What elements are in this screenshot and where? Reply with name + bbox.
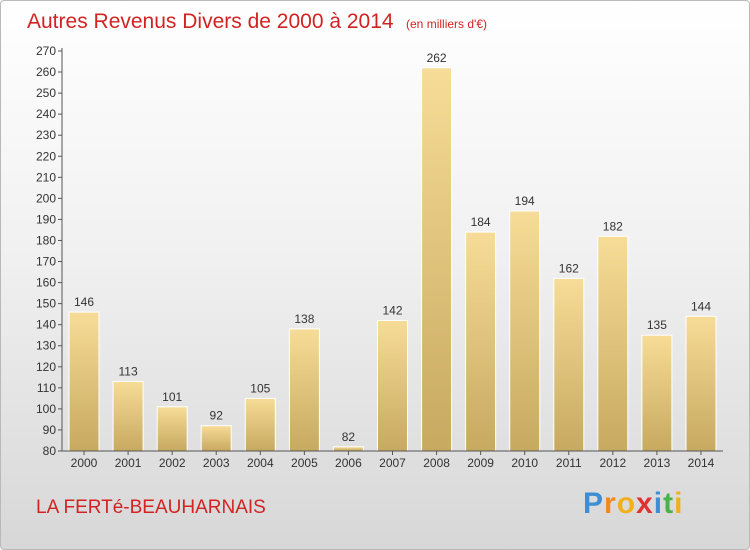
bar-2011	[553, 277, 585, 452]
value-label-2001: 113	[119, 365, 138, 379]
y-tick-label-230: 230	[36, 128, 56, 142]
bar-2012	[597, 235, 629, 452]
bar-2001	[112, 381, 144, 452]
chart-title-unit: (en milliers d'€)	[406, 17, 487, 31]
proxiti-logo: Proxiti	[583, 487, 683, 521]
location-label: LA FERTé-BEAUHARNAIS	[36, 497, 266, 518]
y-tick-label-110: 110	[37, 381, 56, 395]
y-tick-label-260: 260	[36, 65, 56, 79]
chart-title: Autres Revenus Divers de 2000 à 2014 (en…	[27, 10, 487, 34]
y-tick-label-130: 130	[36, 339, 56, 353]
y-tick-label-160: 160	[36, 276, 56, 290]
x-tick-label-2007: 2007	[379, 456, 406, 470]
x-tick-label-2014: 2014	[688, 456, 715, 470]
y-tick-label-190: 190	[36, 212, 56, 226]
value-labels-group: 146 113 101 92 105 138 82 142 262 184 194 162 182 135…	[74, 51, 711, 444]
bar-2014	[685, 315, 717, 452]
value-label-2004: 105	[250, 381, 270, 395]
y-tick-label-140: 140	[36, 318, 56, 332]
logo-letter: i	[674, 487, 684, 520]
value-label-2007: 142	[382, 304, 402, 318]
value-label-2011: 162	[559, 261, 579, 275]
bar-2006	[332, 446, 364, 452]
logo-letter: o	[616, 487, 637, 520]
x-tick-label-2010: 2010	[511, 456, 538, 470]
bar-2009	[465, 231, 497, 452]
logo-letter: P	[583, 487, 605, 520]
value-label-2003: 92	[210, 409, 224, 423]
x-tick-label-2000: 2000	[71, 456, 98, 470]
bar-2000	[68, 311, 100, 452]
y-tick-label-120: 120	[36, 360, 56, 374]
x-tick-label-2008: 2008	[423, 456, 450, 470]
value-label-2012: 182	[603, 219, 623, 233]
bar-2004	[244, 397, 276, 452]
logo-letter: r	[604, 487, 617, 520]
y-tick-label-150: 150	[36, 297, 56, 311]
logo-letter: x	[636, 487, 654, 520]
logo-letter: i	[653, 487, 664, 520]
value-label-2010: 194	[515, 194, 535, 208]
x-tick-label-2009: 2009	[467, 456, 494, 470]
value-label-2006: 82	[342, 430, 356, 444]
value-label-2009: 184	[471, 215, 491, 229]
y-tick-label-250: 250	[36, 86, 56, 100]
value-label-2002: 101	[162, 390, 182, 404]
bar-2005	[288, 328, 320, 452]
value-label-2000: 146	[74, 295, 94, 309]
y-tick-label-270: 270	[36, 44, 56, 58]
value-label-2013: 135	[647, 318, 667, 332]
x-tick-label-2005: 2005	[291, 456, 318, 470]
y-tick-label-180: 180	[36, 234, 56, 248]
bar-2003	[200, 425, 232, 452]
value-label-2005: 138	[294, 312, 314, 326]
x-tick-label-2013: 2013	[644, 456, 671, 470]
bar-2002	[156, 406, 188, 452]
bar-2008	[421, 67, 453, 452]
axes-group: 2000 2001 2002 2003 2004 2005 2006 2007 2008 2009…	[36, 44, 723, 470]
x-tick-label-2004: 2004	[247, 456, 274, 470]
x-tick-label-2011: 2011	[556, 456, 582, 470]
x-tick-label-2012: 2012	[599, 456, 626, 470]
y-tick-label-200: 200	[36, 191, 56, 205]
x-tick-label-2002: 2002	[159, 456, 186, 470]
x-tick-label-2003: 2003	[203, 456, 230, 470]
x-tick-label-2001: 2001	[115, 456, 142, 470]
bar-2007	[377, 320, 408, 452]
y-tick-label-210: 210	[36, 170, 56, 184]
value-label-2014: 144	[691, 299, 711, 313]
x-tick-label-2006: 2006	[335, 456, 362, 470]
y-tick-label-240: 240	[36, 107, 56, 121]
y-tick-label-220: 220	[36, 149, 56, 163]
y-tick-label-80: 80	[43, 444, 57, 458]
value-label-2008: 262	[427, 51, 447, 65]
y-tick-label-90: 90	[43, 423, 57, 437]
chart-title-main: Autres Revenus Divers de 2000 à 2014	[27, 10, 394, 33]
y-tick-label-170: 170	[36, 255, 56, 269]
bars-group	[68, 67, 717, 452]
bar-2010	[509, 210, 541, 452]
y-tick-label-100: 100	[36, 402, 56, 416]
logo-letter: t	[663, 487, 675, 520]
bar-2013	[641, 334, 673, 452]
